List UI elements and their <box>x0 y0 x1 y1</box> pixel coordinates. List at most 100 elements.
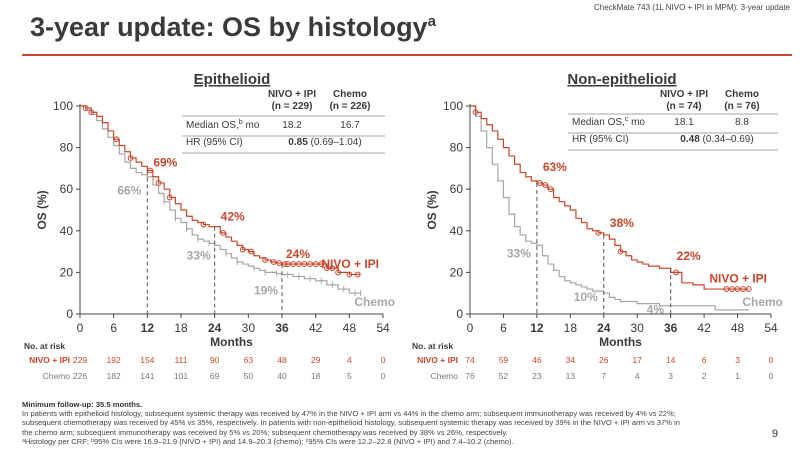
x-tick-label: 54 <box>764 321 778 335</box>
footnote-line: subsequent chemotherapy was received by … <box>22 418 680 428</box>
stats-table-header: Chemo <box>333 89 367 100</box>
nivo-ipi-landmark-label: 38% <box>610 216 634 230</box>
nivo-ipi-censor-mark <box>740 286 747 292</box>
x-tick-label: 30 <box>631 321 645 335</box>
x-tick-label: 36 <box>275 321 289 335</box>
at-risk-nivo-ipi-value: 0 <box>769 355 774 365</box>
at-risk-nivo-ipi-value: 48 <box>277 355 287 365</box>
y-tick-label: 60 <box>60 182 74 196</box>
nivo-ipi-landmark-label: 69% <box>153 155 177 169</box>
footnotes: Minimum follow-up: 35.5 months. In patie… <box>22 400 762 446</box>
at-risk-chemo-label: Chemo <box>431 371 459 381</box>
at-risk-nivo-ipi-value: 90 <box>210 355 220 365</box>
stats-table-header-n: (n = 226) <box>330 101 371 112</box>
nivo-ipi-km-curve <box>470 105 749 290</box>
nivo-ipi-series-label: NIVO + IPI <box>709 272 767 286</box>
page-number: 9 <box>771 428 778 440</box>
nivo-ipi-censor-mark <box>354 271 361 278</box>
at-risk-chemo-value: 0 <box>769 371 774 381</box>
at-risk-nivo-ipi-value: 111 <box>175 355 188 365</box>
at-risk-nivo-ipi-value: 29 <box>311 355 321 365</box>
at-risk-chemo-value: 18 <box>311 371 321 381</box>
nivo-ipi-censor-mark <box>200 221 207 228</box>
nivo-ipi-censor-mark <box>301 261 308 267</box>
minimum-followup: Minimum follow-up: 35.5 months. <box>22 400 143 409</box>
nivo-ipi-censor-mark <box>262 257 269 263</box>
x-tick-label: 18 <box>174 321 188 335</box>
y-tick-label: 100 <box>443 99 463 113</box>
nivo-ipi-censor-mark <box>88 109 95 116</box>
at-risk-nivo-ipi-value: 26 <box>599 355 609 365</box>
at-risk-title: No. at risk <box>412 341 453 351</box>
median-os-footnote-mark: c <box>625 116 629 123</box>
at-risk-chemo-value: 226 <box>73 371 87 381</box>
at-risk-chemo-value: 1 <box>735 371 740 381</box>
stats-table: NIVO + IPI(n = 74) Chemo(n = 76) Median OS… <box>568 89 778 151</box>
x-tick-label: 48 <box>731 321 745 335</box>
nivo-ipi-censor-mark <box>335 269 342 276</box>
nivo-ipi-censor-mark <box>312 261 319 267</box>
y-tick-label: 40 <box>450 224 464 238</box>
x-tick-label: 36 <box>664 321 678 335</box>
nivo-ipi-censor-mark <box>346 271 353 278</box>
x-axis-label: Months <box>210 335 253 349</box>
hazard-ratio-estimate: 0.48 <box>680 134 700 145</box>
chart-title: Epithelioid <box>194 71 271 88</box>
page-title-footnote-mark: a <box>427 13 436 30</box>
page-title: 3-year update: OS by histologya <box>30 12 436 43</box>
nivo-ipi-censor-mark <box>318 261 325 267</box>
stats-table-header: NIVO + IPI <box>660 89 708 100</box>
nivo-ipi-landmark-label: 24% <box>286 247 310 261</box>
stats-table-header: NIVO + IPI <box>268 89 316 100</box>
median-os-unit: mo <box>243 120 260 131</box>
hazard-ratio-value: 0.48 (0.34–0.69) <box>680 134 753 145</box>
nivo-ipi-censor-mark <box>542 182 549 188</box>
y-tick-label: 60 <box>450 182 464 196</box>
hazard-ratio-label: HR (95% CI) <box>186 137 243 148</box>
at-risk-nivo-ipi-value: 14 <box>666 355 676 365</box>
chemo-km-curve <box>80 105 361 294</box>
chemo-landmark-label: 10% <box>574 290 598 304</box>
nivo-ipi-censor-mark <box>113 136 120 143</box>
y-axis-label: OS (%) <box>35 190 49 229</box>
at-risk-nivo-ipi-value: 34 <box>566 355 576 365</box>
y-tick-label: 0 <box>456 307 463 321</box>
stats-table: NIVO + IPI(n = 229) Chemo(n = 226) Median … <box>182 89 385 154</box>
chemo-km-curve <box>470 105 749 311</box>
at-risk-nivo-ipi-value: 4 <box>347 355 352 365</box>
hazard-ratio-value: 0.85 (0.69–1.04) <box>288 137 361 148</box>
nivo-ipi-censor-mark <box>729 286 735 292</box>
nivo-ipi-censor-mark <box>82 105 89 111</box>
nivo-ipi-censor-mark <box>323 265 330 272</box>
y-tick-label: 80 <box>450 141 464 155</box>
stats-table-header: Chemo <box>725 89 759 100</box>
median-os-chemo: 16.7 <box>340 120 360 131</box>
footnote-line: ᵃHistology per CRF; ᵇ95% CIs were 16.9–2… <box>22 436 514 446</box>
chart-title: Non-epithelioid <box>567 71 676 88</box>
at-risk-nivo-ipi-value: 192 <box>107 355 121 365</box>
x-tick-label: 42 <box>309 321 323 335</box>
at-risk-chemo-value: 101 <box>174 371 188 381</box>
chemo-landmark-label: 4% <box>647 303 665 317</box>
nivo-ipi-censor-mark <box>248 248 255 255</box>
nivo-ipi-censor-mark <box>270 259 277 265</box>
median-os-label-text: Median OS, <box>572 117 625 128</box>
nivo-ipi-censor-mark <box>723 286 730 292</box>
y-tick-label: 100 <box>53 99 73 113</box>
nivo-ipi-censor-mark <box>307 261 313 267</box>
nivo-ipi-censor-mark <box>166 194 173 201</box>
stats-table-header-n: (n = 229) <box>272 101 313 112</box>
at-risk-table: No. at risk NIVO + IPI 229 192 154 111 90 63 48 2… <box>24 341 386 381</box>
y-tick-label: 20 <box>450 265 464 279</box>
nivo-ipi-censor-mark <box>276 260 283 266</box>
nivo-ipi-censor-mark <box>284 261 291 267</box>
x-tick-label: 48 <box>343 321 357 335</box>
nivo-ipi-censor-mark <box>290 261 297 267</box>
stats-table-header-n: (n = 74) <box>666 101 701 112</box>
x-tick-label: 12 <box>530 321 544 335</box>
nivo-ipi-series-label: NIVO + IPI <box>321 257 379 271</box>
nivo-ipi-censor-mark <box>547 186 554 193</box>
nivo-ipi-censor-mark <box>295 261 302 267</box>
at-risk-chemo-value: 50 <box>244 371 254 381</box>
